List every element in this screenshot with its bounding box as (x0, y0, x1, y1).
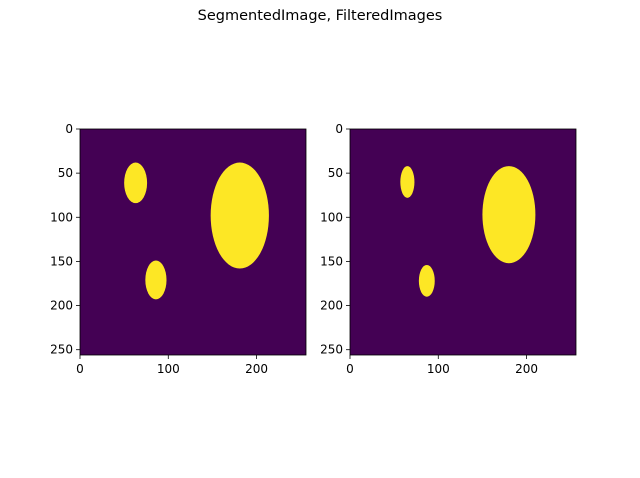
y-tick-label: 200 (320, 299, 343, 313)
y-tick-label: 250 (50, 343, 73, 357)
x-tick-label: 0 (346, 362, 354, 376)
y-tick-label: 50 (328, 166, 343, 180)
subplot-1: 0 100 200 0 50 100 150 200 250 (50, 122, 307, 376)
y-tick-label: 100 (320, 210, 343, 224)
y-tick-label: 50 (58, 166, 73, 180)
y-tick-label: 0 (335, 122, 343, 136)
image-background (350, 129, 576, 355)
y-tick-label: 0 (65, 122, 73, 136)
x-tick-label: 100 (427, 362, 450, 376)
segmented-region-1 (400, 166, 415, 198)
segmented-region-2 (210, 162, 269, 269)
y-tick-label: 150 (320, 254, 343, 268)
x-tick-label: 200 (515, 362, 538, 376)
y-tick-label: 150 (50, 254, 73, 268)
axes-frame (79, 128, 307, 356)
figure-title: SegmentedImage, FilteredImages (197, 8, 443, 24)
x-tick-label: 0 (76, 362, 84, 376)
segmented-region-2 (482, 166, 536, 264)
segmented-region-3 (418, 264, 435, 297)
x-tick-label: 100 (157, 362, 180, 376)
x-tick-label: 200 (245, 362, 268, 376)
segmented-region-1 (124, 162, 148, 204)
subplot-2: 0 100 200 0 50 100 150 200 250 (320, 122, 577, 376)
segmented-region-3 (145, 260, 167, 300)
y-tick-label: 200 (50, 299, 73, 313)
y-tick-label: 100 (50, 210, 73, 224)
y-tick-label: 250 (320, 343, 343, 357)
image-background (80, 129, 306, 355)
axes-frame (349, 128, 577, 356)
